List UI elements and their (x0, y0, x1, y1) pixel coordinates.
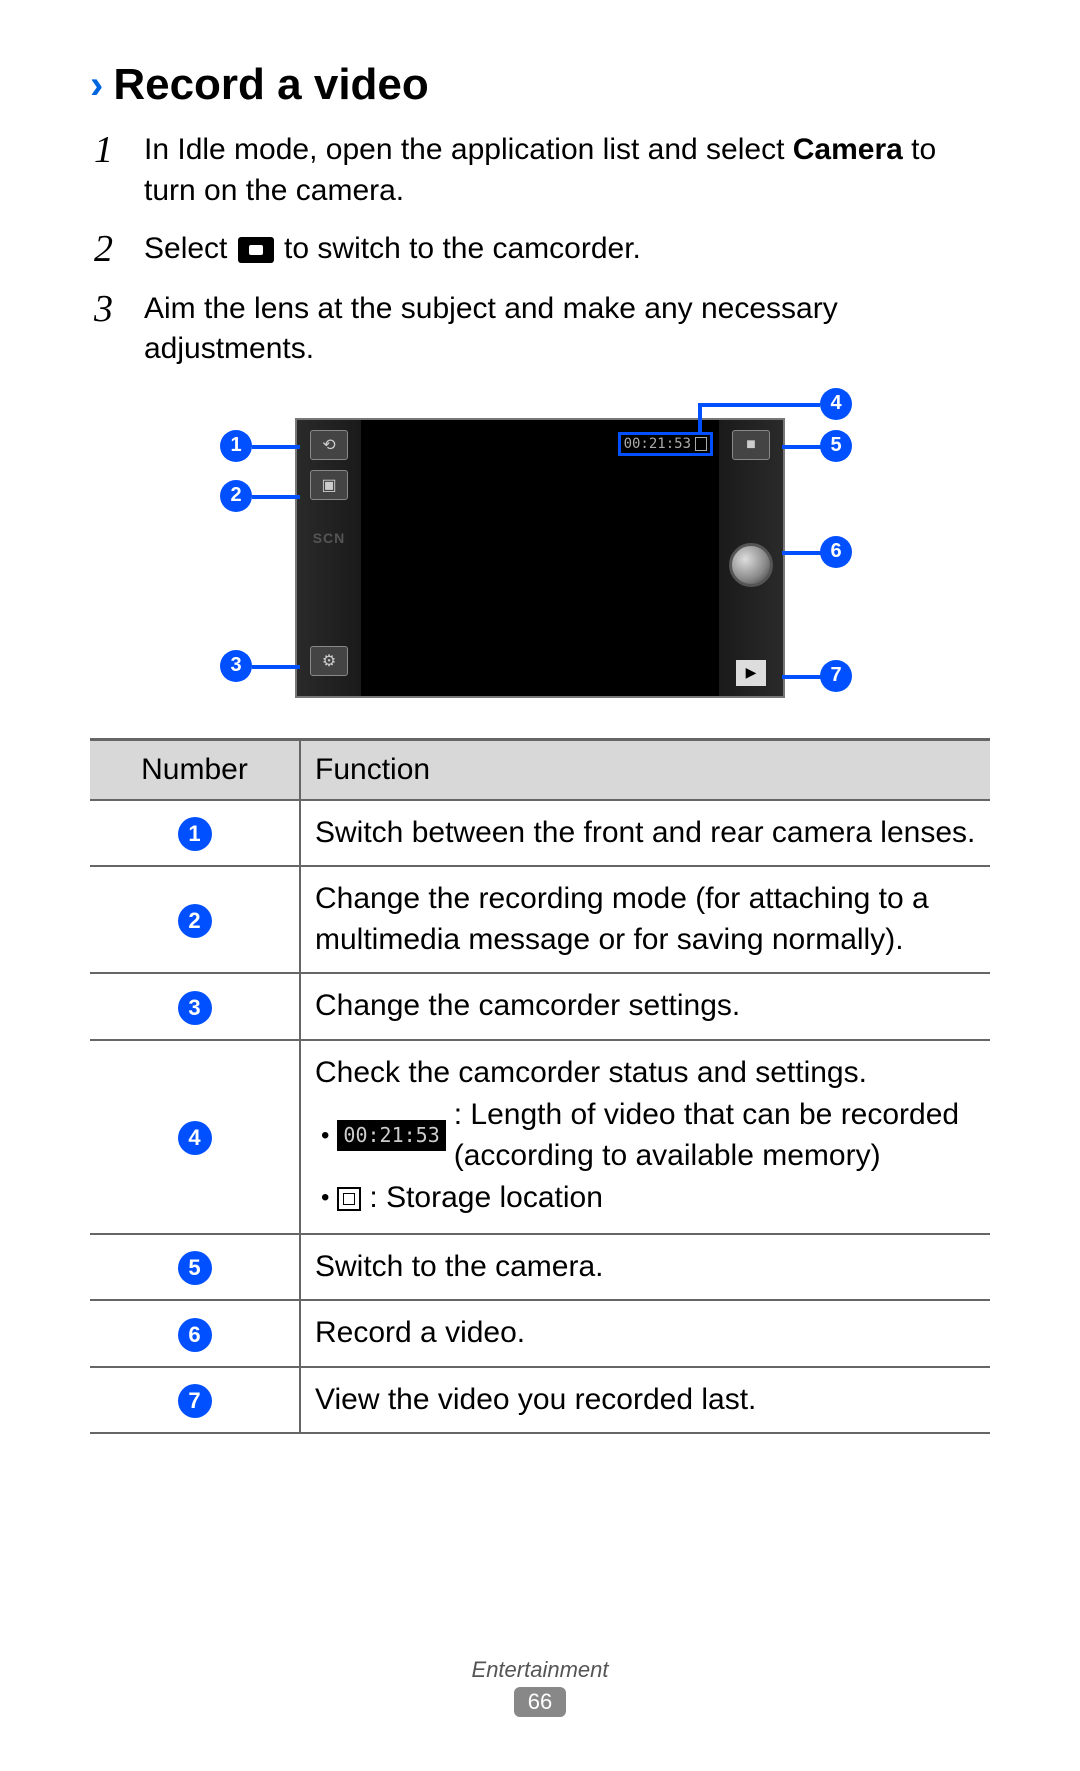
storage-icon (337, 1187, 361, 1211)
step-text: Aim the lens at the subject and make any… (144, 289, 990, 370)
page-footer: Entertainment 66 (0, 1657, 1080, 1717)
time-remaining-box: 00:21:53 (618, 432, 713, 456)
recording-mode-icon[interactable]: ▣ (310, 470, 348, 500)
number-circle: 5 (178, 1251, 212, 1285)
camcorder-screenshot: ⟲ ▣ SCN ⚙ 00:21:53 ■ ▶ 1 2 3 4 5 6 7 (190, 388, 890, 708)
gear-icon[interactable]: ⚙ (310, 646, 348, 676)
step-text-pre: Select (144, 232, 236, 265)
camera-toggle-icon (238, 237, 274, 263)
callout-3: 3 (220, 650, 252, 682)
callout-6: 6 (820, 536, 852, 568)
table-row: 7 View the video you recorded last. (90, 1367, 990, 1434)
row-number-cell: 5 (90, 1234, 300, 1301)
callout-line (698, 403, 702, 433)
callout-7: 7 (820, 660, 852, 692)
callout-2: 2 (220, 480, 252, 512)
row-number-cell: 4 (90, 1040, 300, 1234)
function-table: Number Function 1 Switch between the fron… (90, 738, 990, 1435)
row-function-cell: Switch between the front and rear camera… (300, 800, 990, 867)
table-row: 4 Check the camcorder status and settings… (90, 1040, 990, 1234)
steps-list: 1 In Idle mode, open the application lis… (94, 130, 990, 370)
bullet-text: : Storage location (369, 1178, 602, 1219)
row-number-cell: 1 (90, 800, 300, 867)
table-row: 3 Change the camcorder settings. (90, 973, 990, 1040)
callout-1: 1 (220, 430, 252, 462)
callout-line (782, 551, 822, 555)
bullet-dot: • (321, 1182, 329, 1214)
section-heading: › Record a video (90, 60, 990, 110)
row-number-cell: 3 (90, 973, 300, 1040)
record-button[interactable] (729, 543, 773, 587)
switch-camera-icon[interactable]: ⟲ (310, 430, 348, 460)
row-number-cell: 6 (90, 1300, 300, 1367)
table-row: 5 Switch to the camera. (90, 1234, 990, 1301)
row-function-cell: Change the camcorder settings. (300, 973, 990, 1040)
number-circle: 3 (178, 991, 212, 1025)
step-number: 3 (94, 289, 124, 370)
step-item: 2 Select to switch to the camcorder. (94, 229, 990, 271)
page-number: 66 (514, 1687, 566, 1717)
footer-section: Entertainment (0, 1657, 1080, 1683)
row-function-cell: Change the recording mode (for attaching… (300, 866, 990, 973)
bullet-line: • : Storage location (315, 1178, 976, 1219)
callout-line (252, 665, 300, 669)
playback-icon[interactable]: ▶ (736, 660, 766, 686)
number-circle: 4 (178, 1121, 212, 1155)
row-function-cell: Switch to the camera. (300, 1234, 990, 1301)
callout-line (252, 495, 300, 499)
callout-line (782, 675, 822, 679)
right-toolbar: ■ ▶ (719, 420, 783, 696)
table-row: 1 Switch between the front and rear camer… (90, 800, 990, 867)
step-text-post: to switch to the camcorder. (276, 232, 641, 265)
row-number-cell: 7 (90, 1367, 300, 1434)
storage-icon (695, 437, 707, 451)
time-remaining-label: 00:21:53 (624, 436, 691, 452)
step-item: 1 In Idle mode, open the application lis… (94, 130, 990, 211)
number-circle: 7 (178, 1384, 212, 1418)
row-function-cell: Check the camcorder status and settings.… (300, 1040, 990, 1234)
chevron-icon: › (90, 63, 103, 108)
callout-5: 5 (820, 430, 852, 462)
step-text: Select to switch to the camcorder. (144, 229, 990, 271)
table-row: 2 Change the recording mode (for attachin… (90, 866, 990, 973)
step-text-pre: In Idle mode, open the application list … (144, 133, 793, 166)
callout-line (252, 445, 300, 449)
step-text: In Idle mode, open the application list … (144, 130, 990, 211)
col-function: Function (300, 739, 990, 800)
bullet-dot: • (321, 1120, 329, 1152)
func-heading: Check the camcorder status and settings. (315, 1053, 976, 1094)
step-item: 3 Aim the lens at the subject and make a… (94, 289, 990, 370)
row-function-cell: Record a video. (300, 1300, 990, 1367)
table-row: 6 Record a video. (90, 1300, 990, 1367)
switch-to-camera-icon[interactable]: ■ (732, 430, 770, 460)
table-header-row: Number Function (90, 739, 990, 800)
row-number-cell: 2 (90, 866, 300, 973)
time-badge: 00:21:53 (337, 1120, 445, 1151)
number-circle: 2 (178, 904, 212, 938)
row-function-cell: View the video you recorded last. (300, 1367, 990, 1434)
number-circle: 6 (178, 1318, 212, 1352)
left-toolbar: ⟲ ▣ SCN ⚙ (297, 420, 361, 696)
scene-label: SCN (313, 530, 346, 546)
phone-screen: ⟲ ▣ SCN ⚙ 00:21:53 ■ ▶ (295, 418, 785, 698)
col-number: Number (90, 739, 300, 800)
step-number: 2 (94, 229, 124, 271)
step-number: 1 (94, 130, 124, 211)
step-text-bold: Camera (793, 133, 903, 166)
bullet-line: • 00:21:53 : Length of video that can be… (315, 1095, 976, 1176)
number-circle: 1 (178, 817, 212, 851)
bullet-text: : Length of video that can be recorded (… (454, 1095, 976, 1176)
section-title: Record a video (113, 60, 428, 110)
callout-line (782, 445, 822, 449)
callout-line (700, 403, 820, 407)
callout-4: 4 (820, 388, 852, 420)
